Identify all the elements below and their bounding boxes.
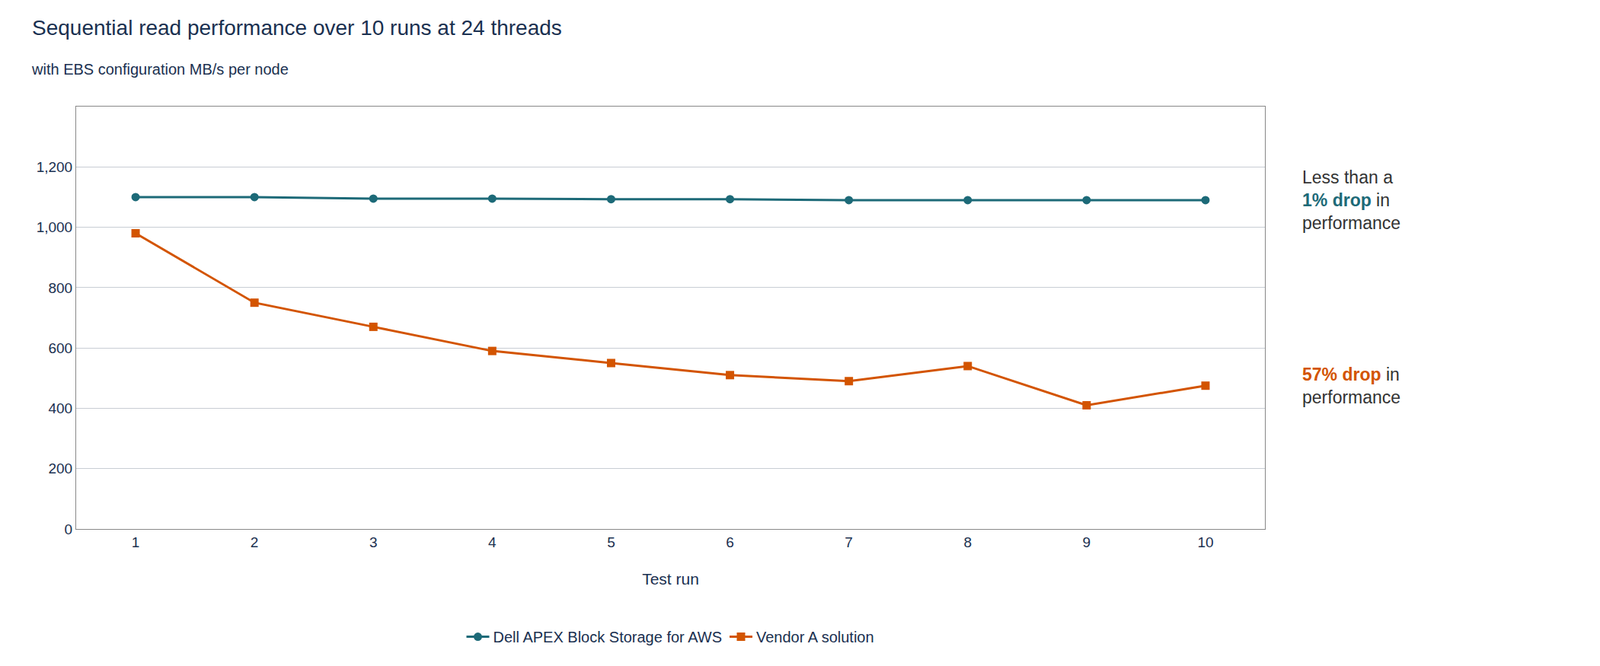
- svg-text:9: 9: [1082, 534, 1092, 551]
- svg-text:57% drop inperformance: 57% drop inperformance: [1302, 364, 1401, 408]
- svg-text:7: 7: [844, 534, 853, 551]
- svg-text:8: 8: [963, 534, 972, 551]
- svg-text:Less than a1% drop inperforman: Less than a1% drop inperformance: [1302, 167, 1401, 234]
- svg-text:with EBS configuration MB/s pe: with EBS configuration MB/s per node: [31, 60, 289, 78]
- svg-text:Dell APEX Block Storage for AW: Dell APEX Block Storage for AWS: [493, 629, 723, 646]
- svg-text:0: 0: [64, 521, 74, 538]
- svg-text:1: 1: [131, 534, 141, 551]
- svg-text:4: 4: [488, 534, 497, 551]
- svg-text:Vendor A solution: Vendor A solution: [756, 629, 875, 646]
- svg-text:400: 400: [47, 400, 73, 417]
- svg-text:6: 6: [725, 534, 735, 551]
- svg-text:2: 2: [250, 534, 259, 551]
- svg-text:1,000: 1,000: [36, 219, 74, 236]
- svg-text:10: 10: [1197, 534, 1214, 551]
- svg-text:Sequential read performance ov: Sequential read performance over 10 runs…: [31, 15, 563, 40]
- svg-text:Test run: Test run: [641, 570, 700, 588]
- svg-text:3: 3: [369, 534, 378, 551]
- svg-text:800: 800: [47, 280, 73, 297]
- svg-text:200: 200: [47, 460, 73, 477]
- svg-text:5: 5: [606, 534, 616, 551]
- svg-text:1,200: 1,200: [36, 159, 74, 176]
- svg-text:600: 600: [47, 340, 73, 357]
